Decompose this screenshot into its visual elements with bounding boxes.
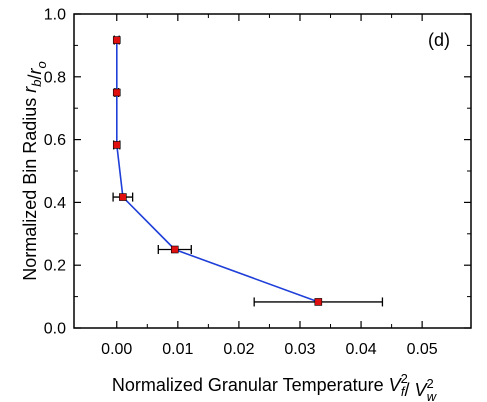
data-point [112, 36, 121, 44]
x-tick-label: 0.04 [345, 341, 376, 358]
x-tick-label: 0.01 [162, 341, 193, 358]
panel-label: (d) [428, 30, 450, 50]
y-axis-ticks: 0.0 0.2 0.4 0.6 0.8 1.0 [44, 7, 471, 338]
y-tick-label: 0.4 [44, 195, 66, 212]
x-axis-ticks: 0.00 0.01 0.02 0.03 0.04 0.05 [101, 14, 438, 358]
x-axis-title: Normalized Granular Temperature V2 f/ V2 w [112, 371, 438, 402]
plot-area [73, 13, 472, 329]
x-tick-label: 0.05 [407, 341, 438, 358]
data-markers [112, 36, 323, 306]
x-tick-label: 0.00 [101, 341, 132, 358]
y-tick-label: 0.8 [44, 69, 66, 86]
data-point [112, 88, 121, 97]
x-tick-label: 0.03 [284, 341, 315, 358]
y-axis-title: Normalized Bin Radius rb/ro [20, 61, 49, 281]
data-point [170, 245, 179, 254]
data-point [119, 193, 127, 201]
y-tick-label: 1.0 [44, 7, 66, 24]
y-tick-label: 0.2 [44, 258, 66, 275]
data-point [314, 298, 323, 306]
data-point [112, 141, 121, 149]
y-tick-label: 0.6 [44, 132, 66, 149]
y-tick-label: 0.0 [44, 321, 66, 338]
x-tick-label: 0.02 [223, 341, 254, 358]
series-line [116, 40, 319, 303]
